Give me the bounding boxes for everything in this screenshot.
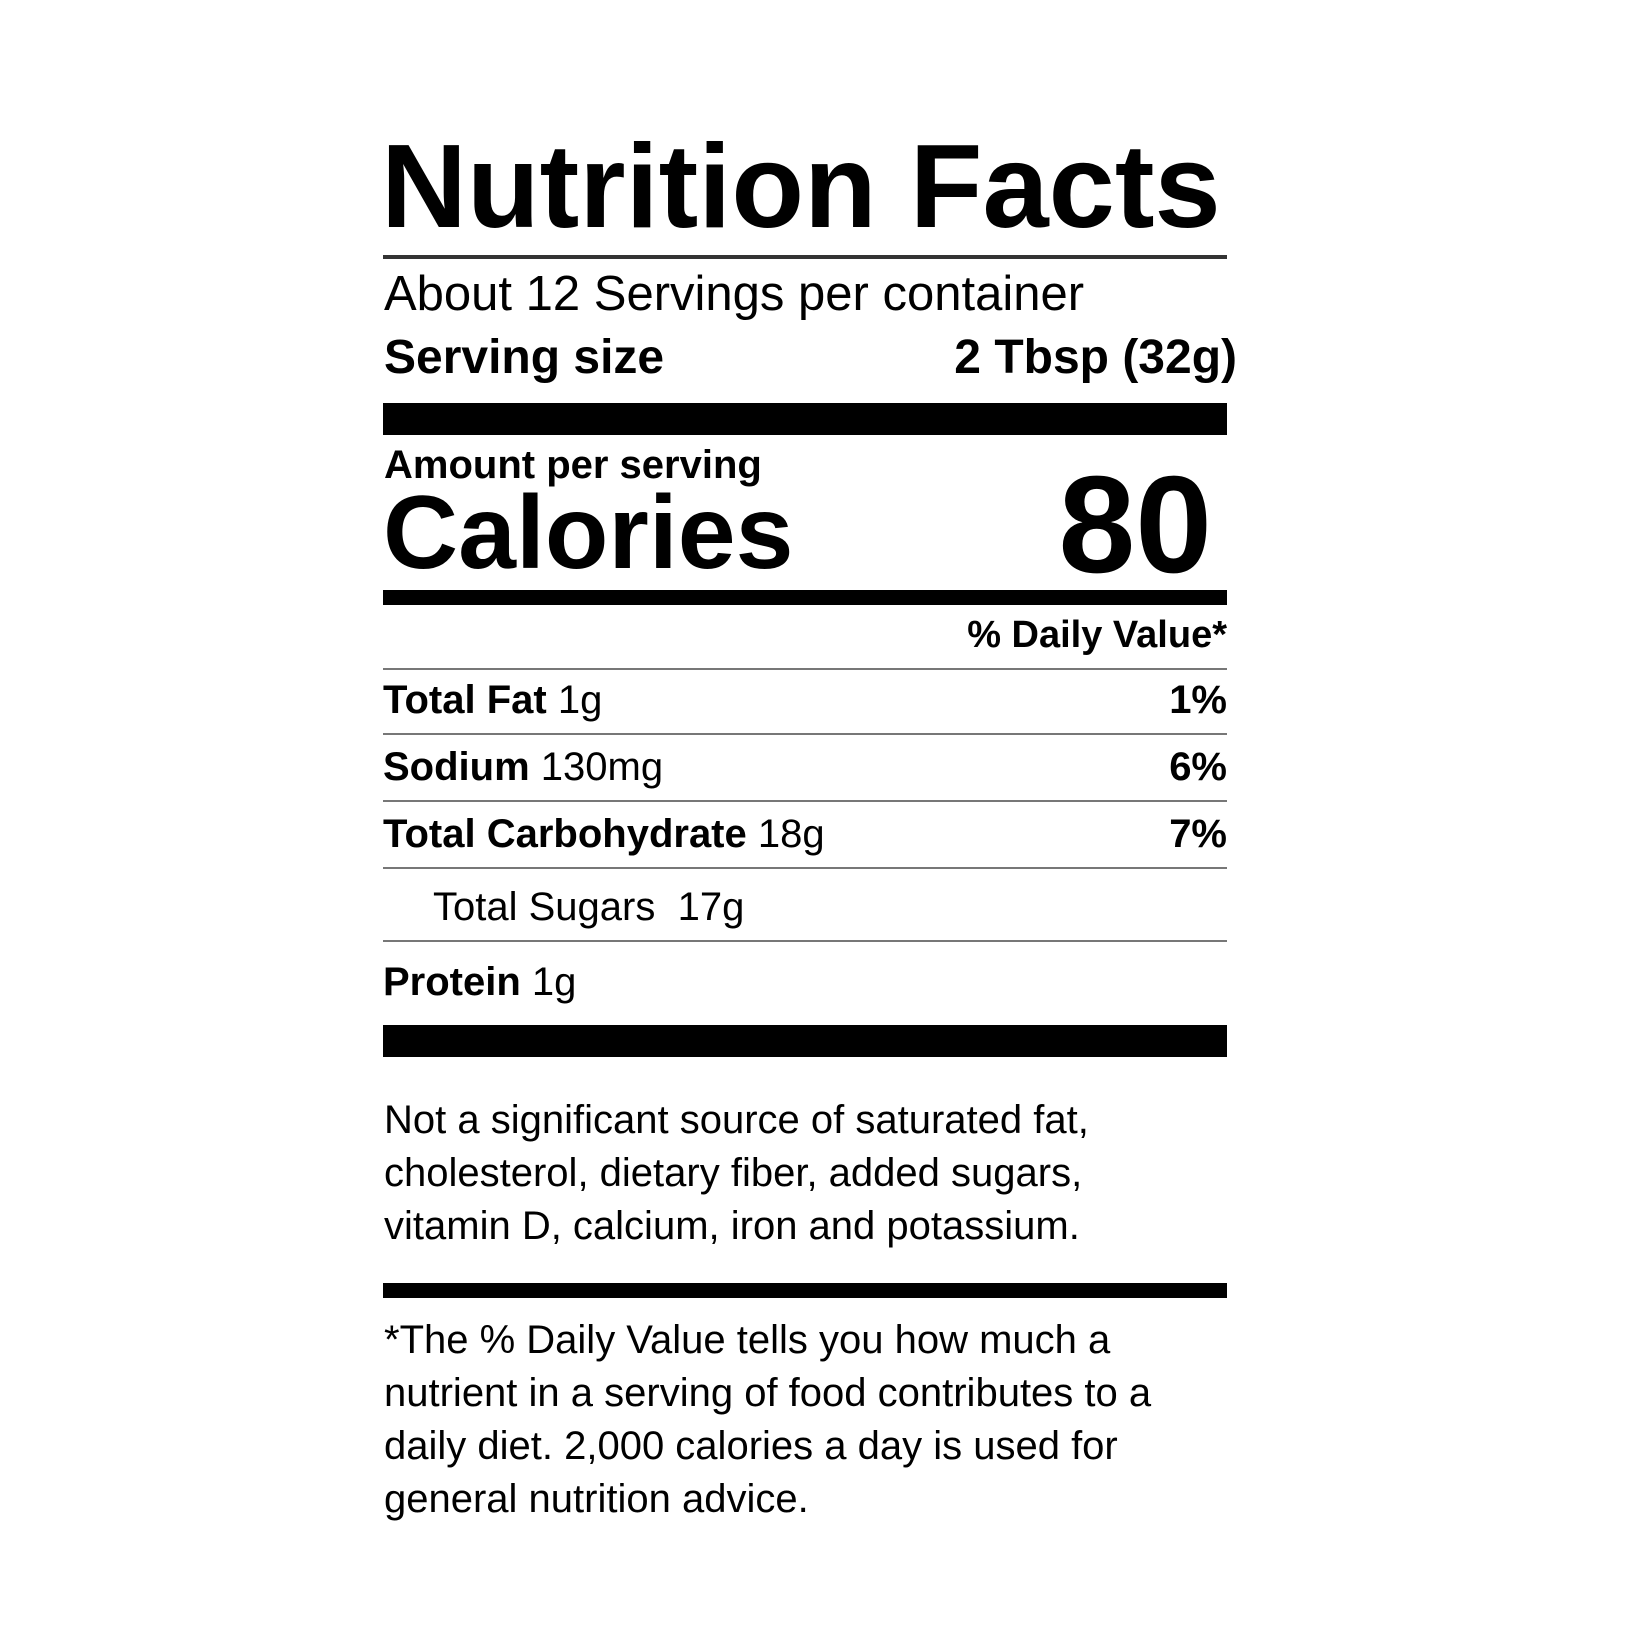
nutrient-amount: 1g — [531, 960, 577, 1004]
calories-label: Calories — [383, 475, 794, 591]
divider-thin — [383, 255, 1227, 259]
label-title: Nutrition Facts — [381, 120, 1221, 253]
calories-value: 80 — [1058, 448, 1213, 602]
divider-thick — [383, 403, 1227, 435]
nutrient-dv: 6% — [1169, 745, 1227, 789]
nutrient-name: Sodium — [383, 745, 530, 789]
serving-size-value: 2 Tbsp (32g) — [954, 331, 1237, 384]
divider-thin — [383, 940, 1227, 942]
nutrient-amount: 17g — [677, 885, 745, 929]
nutrient-name: Total Fat — [383, 678, 547, 722]
nutrient-row-sodium: Sodium 130mg 6% — [383, 739, 1227, 795]
daily-value-footnote: *The % Daily Value tells you how much a … — [384, 1318, 1152, 1521]
nutrient-row-total-carbohydrate: Total Carbohydrate 18g 7% — [383, 806, 1227, 862]
servings-per-container: About 12 Servings per container — [384, 267, 1085, 321]
divider-thin — [383, 668, 1227, 670]
daily-value-header: % Daily Value* — [967, 614, 1227, 656]
amount-per-serving: Amount per serving — [384, 443, 762, 487]
nutrient-row-total-sugars: Total Sugars 17g — [433, 879, 1277, 935]
divider-thin — [383, 800, 1227, 802]
nutrient-row-total-fat: Total Fat 1g 1% — [383, 672, 1227, 728]
nutrient-name: Total Carbohydrate — [383, 812, 747, 856]
divider-medium — [383, 590, 1227, 605]
nutrient-dv: 7% — [1169, 812, 1227, 856]
divider-medium — [383, 1283, 1227, 1298]
serving-size-label: Serving size — [384, 331, 665, 384]
divider-thin — [383, 733, 1227, 735]
divider-thin — [383, 867, 1227, 869]
nutrient-dv: 1% — [1169, 678, 1227, 722]
nutrient-amount: 1g — [557, 678, 603, 722]
nutrient-name: Total Sugars — [433, 885, 656, 929]
nutrient-amount: 130mg — [540, 745, 664, 789]
nutrient-row-protein: Protein 1g — [383, 954, 1227, 1010]
nutrient-amount: 18g — [757, 812, 825, 856]
not-significant-note: Not a significant source of saturated fa… — [384, 1098, 1089, 1248]
nutrient-name: Protein — [383, 960, 521, 1004]
divider-thick — [383, 1025, 1227, 1057]
